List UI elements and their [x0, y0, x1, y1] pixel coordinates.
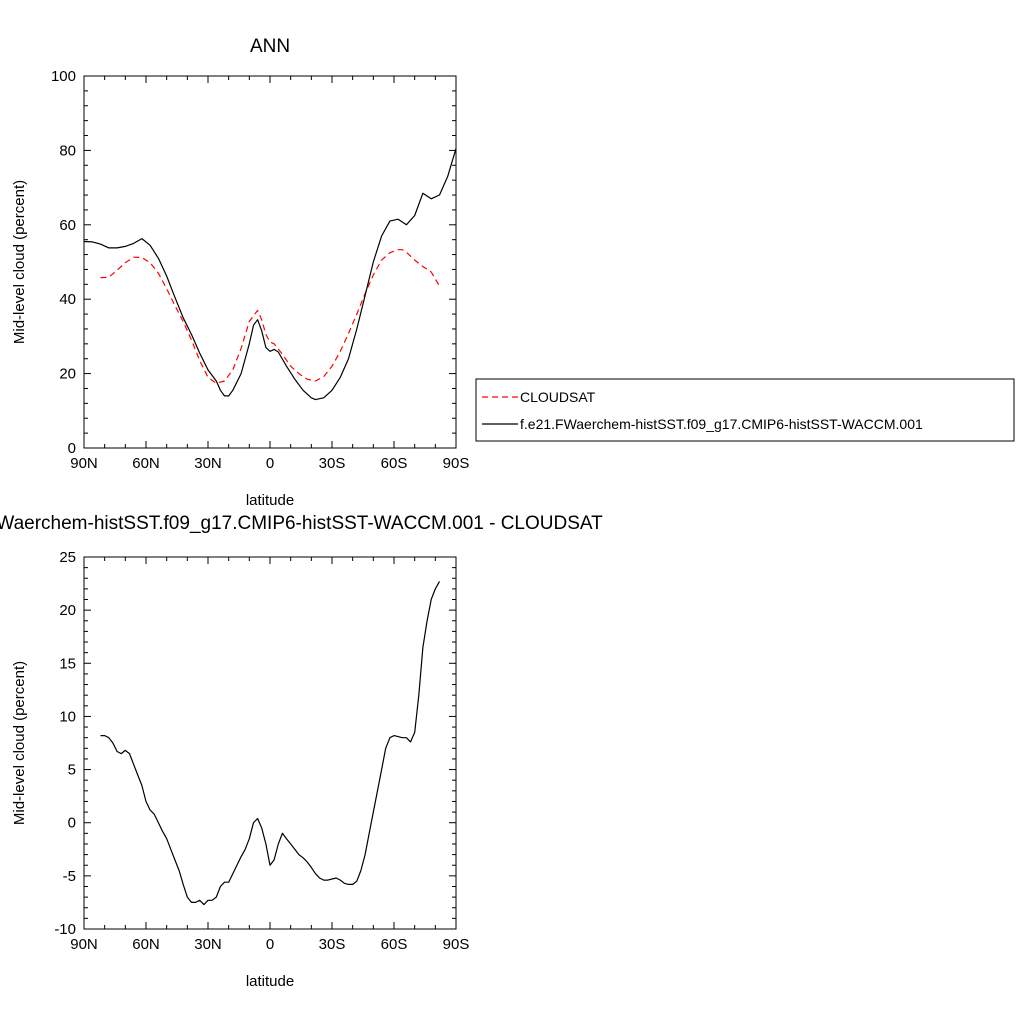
chart-1-series-line-2 [83, 148, 457, 401]
y-tick-label: 100 [51, 68, 76, 85]
y-tick-label: 0 [68, 815, 76, 832]
y-tick-label: 60 [59, 217, 76, 234]
chart-2-series-line-1 [100, 581, 441, 906]
x-tick-label: 90S [443, 936, 470, 953]
x-tick-label: 60S [381, 455, 408, 472]
chart-panel-1: ANN 90N 60N 30N 0 30S 60S 90S 0 20 40 60 80 100 lati… [11, 36, 469, 509]
chart-1-ticks: 90N 60N 30N 0 30S 60S 90S 0 20 40 60 80 100 [51, 68, 469, 472]
x-tick-label: 60N [132, 936, 160, 953]
chart-2-x-axis-label: latitude [246, 973, 294, 990]
x-tick-label: 0 [266, 936, 274, 953]
y-tick-label: 40 [59, 291, 76, 308]
chart-1-x-axis-label: latitude [246, 492, 294, 509]
x-tick-label: 30N [194, 455, 222, 472]
chart-panel-2: f.e21.FWaerchem-histSST.f09_g17.CMIP6-hi… [0, 513, 603, 990]
chart-1-y-axis-label: Mid-level cloud (percent) [11, 180, 28, 344]
legend-frame [475, 378, 1015, 442]
y-tick-label: -10 [54, 921, 76, 938]
chart-2-plot-frame [83, 556, 457, 930]
y-tick-label: -5 [63, 868, 76, 885]
y-tick-label: 5 [68, 762, 76, 779]
x-tick-label: 30S [319, 455, 346, 472]
legend-label-cloudsat: CLOUDSAT [520, 389, 596, 405]
chart-2-ticks: 90N 60N 30N 0 30S 60S 90S -10 -5 0 5 10 15 20 25 [54, 549, 469, 953]
chart-2-y-axis-label: Mid-level cloud (percent) [11, 661, 28, 825]
chart-2-series-group [100, 581, 441, 906]
y-tick-label: 25 [59, 549, 76, 566]
x-tick-label: 30S [319, 936, 346, 953]
x-tick-label: 90N [70, 936, 98, 953]
chart-2-title: f.e21.FWaerchem-histSST.f09_g17.CMIP6-hi… [0, 513, 603, 534]
x-tick-label: 90S [443, 455, 470, 472]
chart-1-series-group [83, 148, 457, 401]
y-tick-label: 20 [59, 602, 76, 619]
chart-1-plot-frame [83, 75, 457, 449]
y-tick-label: 10 [59, 708, 76, 725]
chart-1-series-line-1 [100, 249, 441, 384]
y-tick-label: 80 [59, 142, 76, 159]
x-tick-label: 90N [70, 455, 98, 472]
x-tick-label: 0 [266, 455, 274, 472]
y-tick-label: 0 [68, 440, 76, 457]
legend-label-model: f.e21.FWaerchem-histSST.f09_g17.CMIP6-hi… [520, 416, 923, 432]
y-tick-label: 15 [59, 655, 76, 672]
x-tick-label: 60S [381, 936, 408, 953]
x-tick-label: 30N [194, 936, 222, 953]
chart-1-legend: CLOUDSAT f.e21.FWaerchem-histSST.f09_g17… [475, 378, 1015, 442]
chart-1-title: ANN [250, 36, 290, 57]
y-tick-label: 20 [59, 366, 76, 383]
x-tick-label: 60N [132, 455, 160, 472]
